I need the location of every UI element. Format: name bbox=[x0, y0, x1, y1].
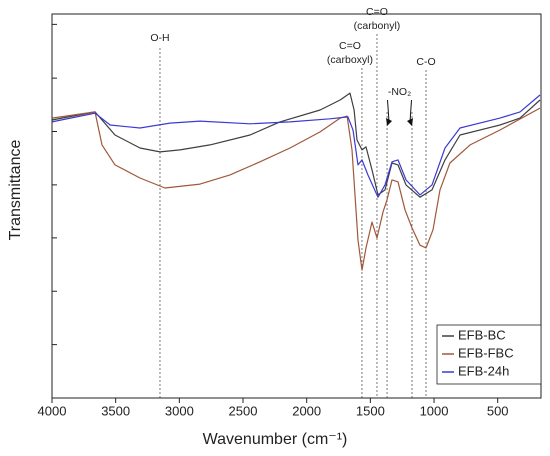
arrow-head bbox=[407, 118, 414, 126]
x-axis-label: Wavenumber (cm⁻¹) bbox=[203, 431, 348, 448]
x-tick-label: 3500 bbox=[101, 403, 130, 418]
legend-label: EFB-FBC bbox=[458, 345, 514, 360]
x-tick-label: 2500 bbox=[229, 403, 258, 418]
spectrum-line bbox=[51, 107, 541, 271]
y-axis-label: Transmittance bbox=[7, 140, 24, 241]
x-tick-label: 3000 bbox=[165, 403, 194, 418]
x-tick-label: 1000 bbox=[420, 403, 449, 418]
annotation-label: O-H bbox=[150, 32, 169, 44]
plot-frame bbox=[51, 13, 542, 399]
annotation-label: (carboxyl) bbox=[327, 54, 373, 66]
x-tick-label: 2000 bbox=[292, 403, 321, 418]
annotation-label: -NO₂ bbox=[388, 86, 411, 98]
x-tick-label: 500 bbox=[487, 403, 509, 418]
annotation-label: C-O bbox=[416, 56, 435, 68]
arrow bbox=[387, 99, 390, 123]
x-tick-label: 1500 bbox=[356, 403, 385, 418]
legend-box bbox=[436, 324, 542, 385]
arrow-head bbox=[386, 118, 393, 126]
annotation-label: C=O bbox=[366, 6, 388, 18]
spectrum-line bbox=[51, 92, 541, 198]
legend-label: EFB-BC bbox=[458, 327, 506, 342]
legend-label: EFB-24h bbox=[458, 363, 509, 378]
spectrum-line bbox=[51, 94, 541, 198]
x-tick-label: 4000 bbox=[38, 403, 67, 418]
annotation-label: C=O bbox=[339, 40, 361, 52]
arrow bbox=[409, 99, 413, 123]
annotation-label: (carbonyl) bbox=[354, 20, 401, 32]
